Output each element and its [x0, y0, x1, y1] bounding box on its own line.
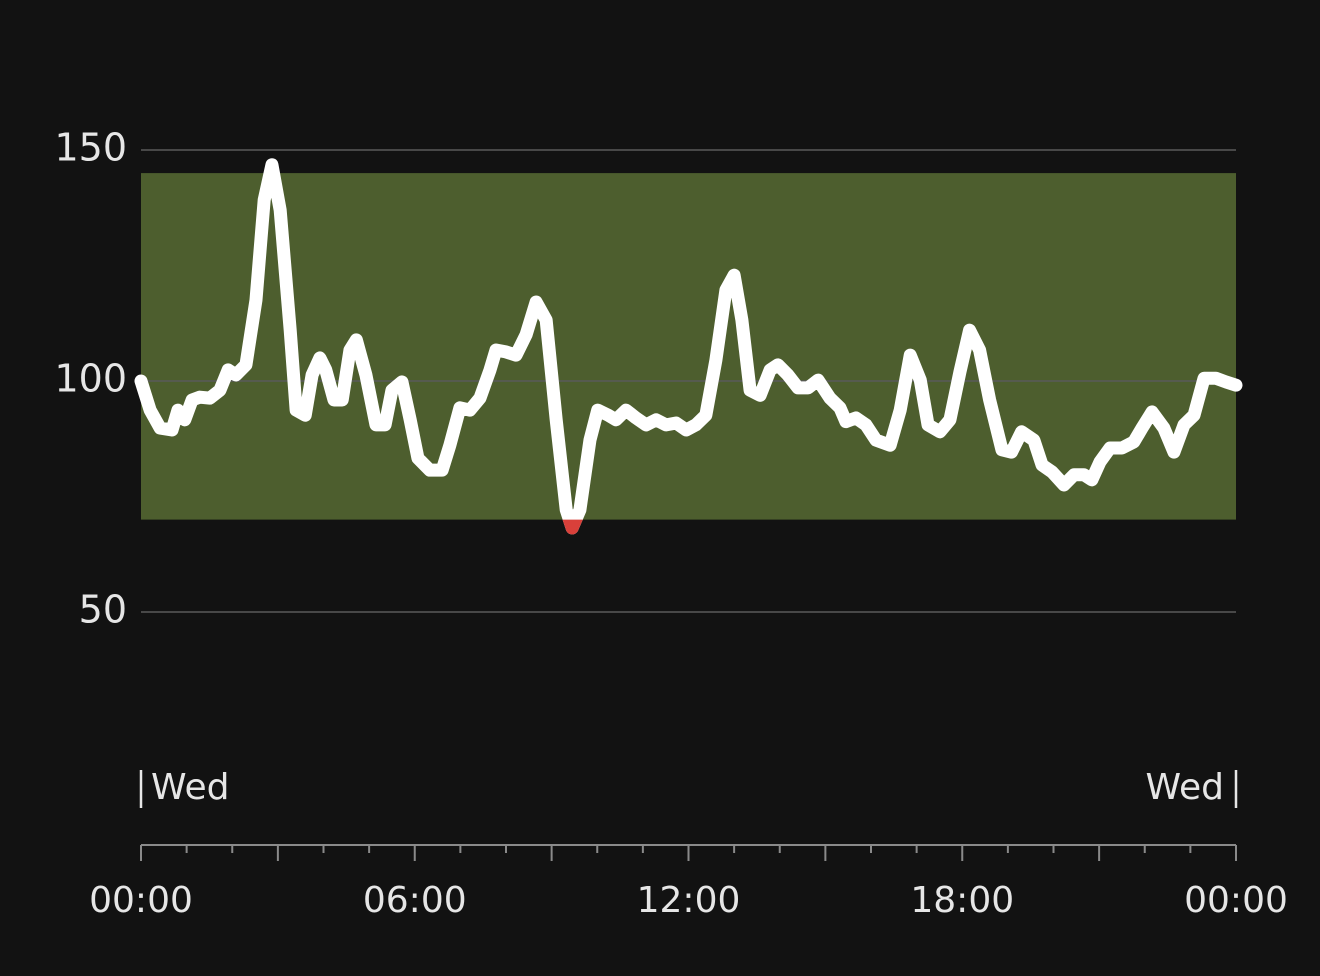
y-tick-label: 100 — [54, 357, 127, 401]
series-line — [134, 158, 1243, 535]
x-tick-label: 00:00 — [89, 880, 193, 921]
x-tick-label: 06:00 — [363, 880, 467, 921]
x-tick-label: 12:00 — [637, 880, 741, 921]
x-tick-label: 00:00 — [1184, 880, 1288, 921]
target-range — [141, 173, 1236, 520]
day-label: Wed — [1146, 767, 1225, 808]
y-tick-label: 50 — [79, 588, 127, 632]
x-tick-label: 18:00 — [910, 880, 1014, 921]
day-label: Wed — [151, 767, 230, 808]
y-tick-label: 150 — [54, 126, 127, 170]
